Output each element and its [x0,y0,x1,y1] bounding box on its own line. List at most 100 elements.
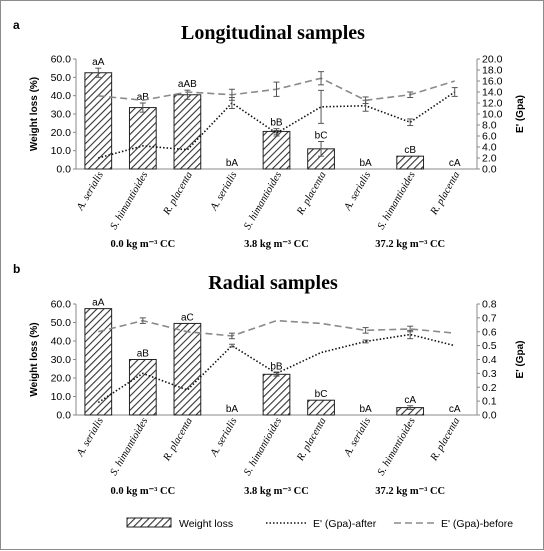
y-tick-label: 20.0 [51,373,72,385]
panel-b: b Radial samples 0.0 10.0 20.0 30.0 40.0 50.0 60… [13,262,526,497]
group-label: 37.2 kg m⁻³ CC [375,486,445,497]
y-tick-label: 10.0 [51,145,72,157]
bar-label: bA [359,158,372,169]
y-tick-label: 60.0 [51,299,72,311]
x-tick-label: R. placenta [428,170,462,218]
y-tick-label: 30.0 [51,109,72,121]
group-label: 0.0 kg m⁻³ CC [110,239,175,250]
bar-label: bA [226,158,239,169]
bar [262,373,291,416]
bar-label: cB [404,145,416,156]
group-label: 37.2 kg m⁻³ CC [375,239,445,250]
bar [128,107,157,170]
legend-swatch-weight-loss [126,517,172,528]
x-tick-label: S. himantioides [376,416,418,478]
y2-tick-label: 0.8 [482,299,497,311]
y-tick-label: 10.0 [51,391,72,403]
y2-tick-label: 0.0 [482,410,497,422]
x-tick-label: A. serialis [342,170,373,213]
y-tick-label: 0.0 [56,410,71,422]
y-tick-label: 20.0 [51,127,72,139]
y2-tick-label: 14.0 [482,87,503,99]
bar-label: aA [92,57,105,68]
y2-axis-label: E' (Gpa) [515,341,526,379]
x-tick-label: S. himantioides [109,416,151,478]
y2-tick-label: 0.1 [482,396,497,408]
bar-label: bC [315,389,328,400]
x-tick-label: R. placenta [295,416,329,464]
x-tick-label: S. himantioides [376,170,418,232]
bar [307,399,335,416]
bar-label: aC [181,312,194,323]
x-tick-label: R. placenta [295,170,329,218]
bar [128,359,157,416]
x-tick-label: R. placenta [161,170,195,218]
y2-axis-label: E' (Gpa) [515,95,526,133]
y-tick-label: 60.0 [51,54,72,66]
x-tick-label: S. himantioides [109,170,151,232]
y2-tick-label: 8.0 [482,120,497,132]
panel-label: b [13,262,20,276]
bar [84,72,113,170]
y2-tick-label: 0.0 [482,164,497,176]
bar-label: aA [92,298,105,309]
bar [396,155,425,170]
legend-label: E' (Gpa)-before [441,518,513,530]
y2-tick-label: 0.6 [482,326,497,338]
y-tick-label: 30.0 [51,354,72,366]
bar-label: bC [315,131,328,142]
chart-title: Radial samples [208,272,338,294]
x-tick-label: A. serialis [208,416,239,459]
y-axis-label: Weight loss (%) [29,322,40,396]
bar-label: aAB [178,79,197,90]
bar [173,322,202,416]
y2-tick-label: 16.0 [482,76,503,88]
group-label: 3.8 kg m⁻³ CC [244,486,309,497]
y2-tick-label: 18.0 [482,65,503,77]
panel-label: a [13,18,20,32]
y-tick-label: 40.0 [51,90,72,102]
y2-tick-label: 12.0 [482,98,503,110]
y2-tick-label: 10.0 [482,109,503,121]
bar-label: aB [137,92,150,103]
x-tick-label: R. placenta [161,416,195,464]
y2-tick-label: 0.4 [482,354,497,366]
x-tick-label: A. serialis [208,170,239,213]
group-label: 3.8 kg m⁻³ CC [244,239,309,250]
bar-label: cA [449,158,461,169]
y2-tick-label: 0.2 [482,382,497,394]
bar-label: cA [404,395,416,406]
y2-tick-label: 0.7 [482,312,497,324]
x-tick-label: A. serialis [75,170,106,213]
y2-tick-label: 20.0 [482,54,503,66]
y-tick-label: 50.0 [51,317,72,329]
bar-label: cA [449,404,461,415]
y2-tick-label: 4.0 [482,142,497,154]
legend-label: E' (Gpa)-after [313,518,377,530]
bar-label: bA [226,404,239,415]
bar-label: bB [270,361,283,372]
bar [262,130,291,170]
bar [173,94,202,170]
bar-label: bB [270,118,283,129]
y-tick-label: 50.0 [51,72,72,84]
x-tick-label: A. serialis [342,416,373,459]
y-tick-label: 40.0 [51,336,72,348]
series-line-before [98,319,455,337]
x-tick-label: R. placenta [428,416,462,464]
legend-label: Weight loss [179,518,233,530]
chart-title: Longitudinal samples [181,22,365,44]
group-label: 0.0 kg m⁻³ CC [110,486,175,497]
panel-a: a Longitudinal samples 0.0 10.0 20.0 30.0 40.0… [13,18,526,250]
x-tick-label: S. himantioides [242,170,284,232]
y2-tick-label: 0.5 [482,340,497,352]
y-tick-label: 0.0 [56,164,71,176]
x-tick-label: S. himantioides [242,416,284,478]
legend: Weight loss E' (Gpa)-after E' (Gpa)-before [126,517,513,530]
y2-tick-label: 2.0 [482,153,497,165]
series-line-after [98,91,456,159]
bar [84,308,113,416]
y-axis-label: Weight loss (%) [29,77,40,151]
